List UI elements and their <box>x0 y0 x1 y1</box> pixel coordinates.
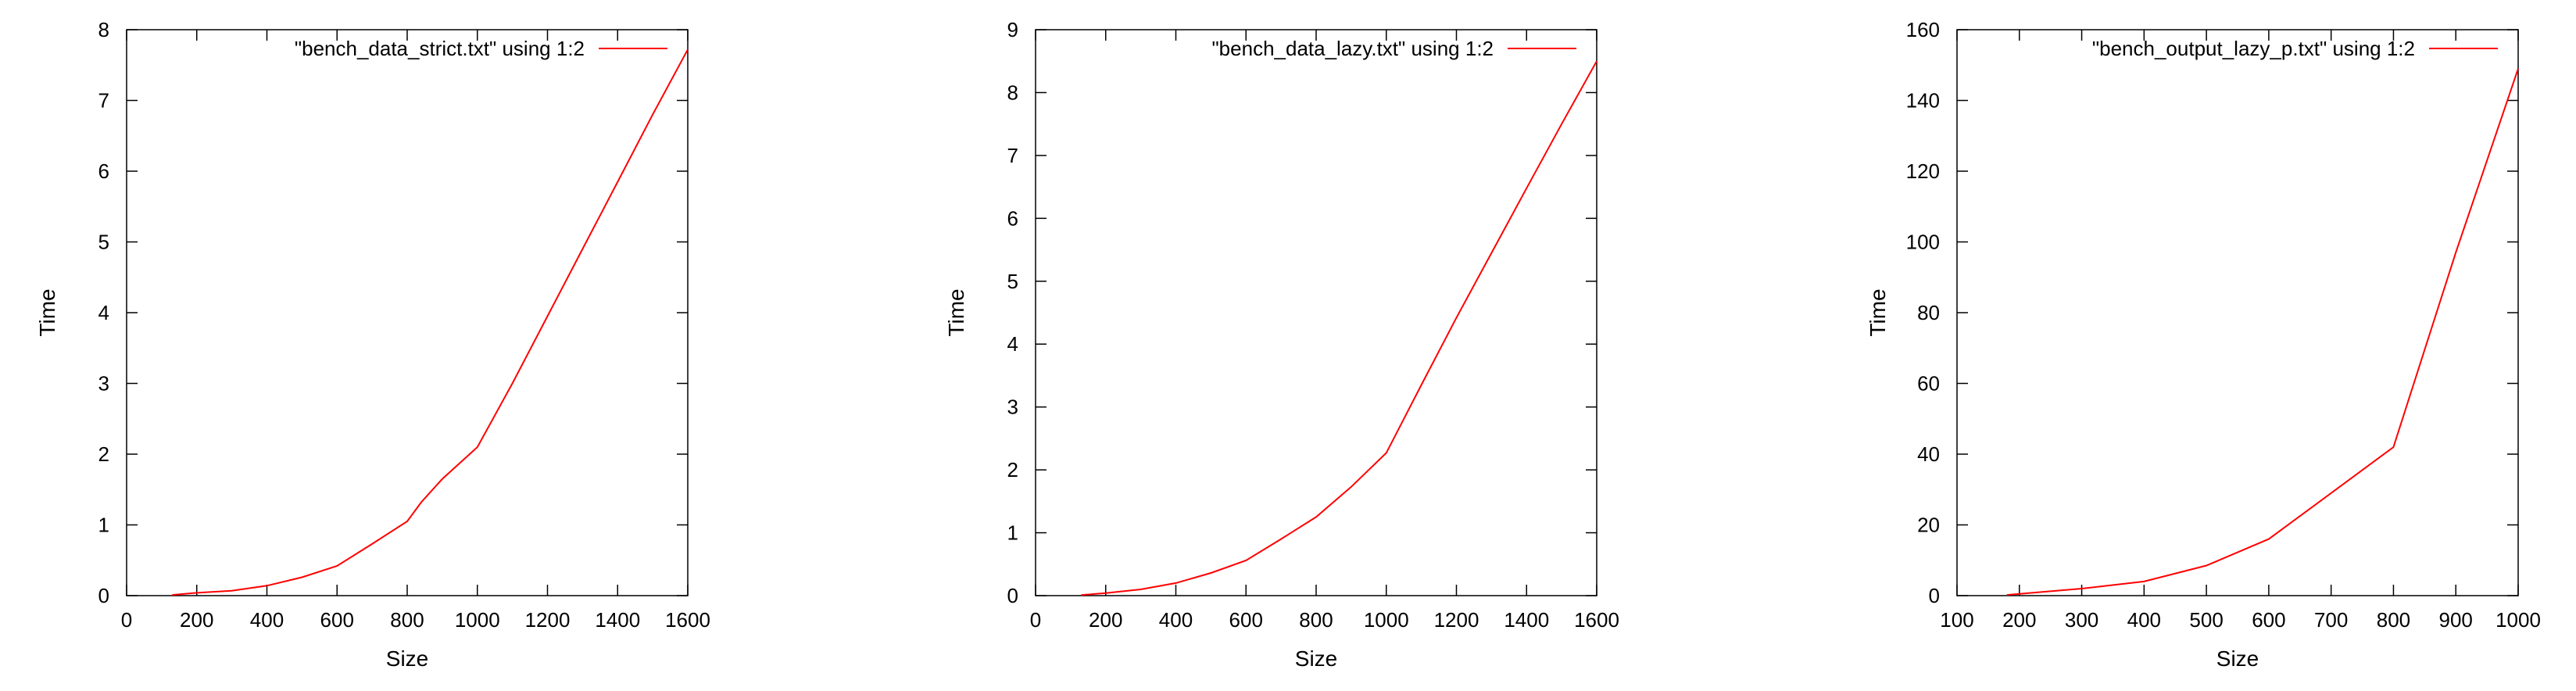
legend-label: "bench_data_lazy.txt" using 1:2 <box>1211 37 1494 60</box>
chart-panel-3: 100 200 300 400 500 600 700 800 900 1000 0 20 40 60 80… <box>1866 18 2541 671</box>
y-tick-label: 120 <box>1906 159 1940 183</box>
y-tick-label: 5 <box>1007 270 1018 293</box>
y-tick-label: 0 <box>1007 584 1018 607</box>
x-tick-label: 200 <box>180 608 213 632</box>
x-tick-label: 1200 <box>1434 608 1479 632</box>
y-tick-label: 8 <box>98 18 109 41</box>
y-tick-label: 6 <box>98 159 109 183</box>
x-tick-label: 900 <box>2439 608 2473 632</box>
x-tick-label: 400 <box>2127 608 2161 632</box>
y-tick-label: 40 <box>1917 442 1940 466</box>
x-tick-label: 200 <box>2002 608 2036 632</box>
y-tick-label: 0 <box>98 584 109 607</box>
x-tick-label: 1600 <box>1574 608 1619 632</box>
x-tick-label: 1400 <box>1504 608 1549 632</box>
series-line <box>172 48 689 596</box>
y-tick-label: 160 <box>1906 18 1940 41</box>
y-tick-label: 9 <box>1007 18 1018 41</box>
x-tick-label: 1600 <box>665 608 710 632</box>
plot-frame <box>126 29 689 596</box>
y-axis-label: Time <box>1866 288 1890 336</box>
y-tick-label: 80 <box>1917 301 1940 324</box>
plot-frame <box>1956 29 2519 596</box>
x-tick-label: 1000 <box>2496 608 2541 632</box>
y-axis-label: Time <box>944 288 968 336</box>
y-tick-label: 140 <box>1906 89 1940 113</box>
x-tick-label: 800 <box>2377 608 2410 632</box>
y-tick-label: 3 <box>98 372 109 396</box>
y-tick-label: 60 <box>1917 372 1940 396</box>
x-tick-label: 600 <box>320 608 354 632</box>
y-tick-label: 4 <box>98 301 109 324</box>
x-tick-label: 1200 <box>525 608 571 632</box>
x-tick-label: 300 <box>2065 608 2098 632</box>
y-tick-label: 1 <box>1007 521 1018 545</box>
y-tick-label: 20 <box>1917 514 1940 537</box>
x-axis-label: Size <box>386 646 428 671</box>
x-axis-label: Size <box>2216 646 2259 671</box>
x-tick-label: 400 <box>1159 608 1193 632</box>
legend-label: "bench_output_lazy_p.txt" using 1:2 <box>2092 37 2415 60</box>
x-tick-label: 600 <box>1229 608 1263 632</box>
x-axis-label: Size <box>1295 646 1337 671</box>
y-tick-label: 6 <box>1007 206 1018 230</box>
x-tick-label: 500 <box>2189 608 2223 632</box>
x-tick-label: 800 <box>390 608 424 632</box>
plot-frame <box>1035 29 1597 596</box>
y-tick-label: 2 <box>1007 458 1018 482</box>
chart-panel-2: 0 200 400 600 800 1000 1200 1400 1600 0 1 2 3 4 5 6 7 8 9 S… <box>944 18 1619 671</box>
y-tick-label: 0 <box>1929 584 1940 607</box>
y-tick-label: 5 <box>98 231 109 254</box>
x-tick-label: 600 <box>2252 608 2285 632</box>
x-tick-label: 700 <box>2314 608 2348 632</box>
y-tick-label: 8 <box>1007 81 1018 104</box>
series-line <box>1081 60 1597 596</box>
y-tick-label: 100 <box>1906 231 1940 254</box>
x-tick-label: 1400 <box>595 608 640 632</box>
y-axis-label: Time <box>35 288 59 336</box>
y-tick-label: 7 <box>1007 144 1018 167</box>
series-line <box>2006 68 2519 596</box>
y-tick-label: 1 <box>98 514 109 537</box>
x-tick-label: 0 <box>1030 608 1041 632</box>
x-tick-label: 400 <box>250 608 284 632</box>
x-tick-label: 1000 <box>1364 608 1409 632</box>
y-tick-label: 4 <box>1007 332 1018 356</box>
legend-label: "bench_data_strict.txt" using 1:2 <box>295 37 585 60</box>
y-tick-label: 3 <box>1007 396 1018 419</box>
x-tick-label: 1000 <box>455 608 500 632</box>
x-tick-label: 200 <box>1089 608 1122 632</box>
y-tick-label: 2 <box>98 442 109 466</box>
x-tick-label: 0 <box>121 608 132 632</box>
y-tick-label: 7 <box>98 89 109 113</box>
x-tick-label: 800 <box>1299 608 1333 632</box>
x-tick-label: 100 <box>1940 608 1973 632</box>
chart-panel-1: 0 200 400 600 800 1000 1200 1400 1600 0 1 2 3 4 5 6 7 8 Si… <box>35 18 710 671</box>
